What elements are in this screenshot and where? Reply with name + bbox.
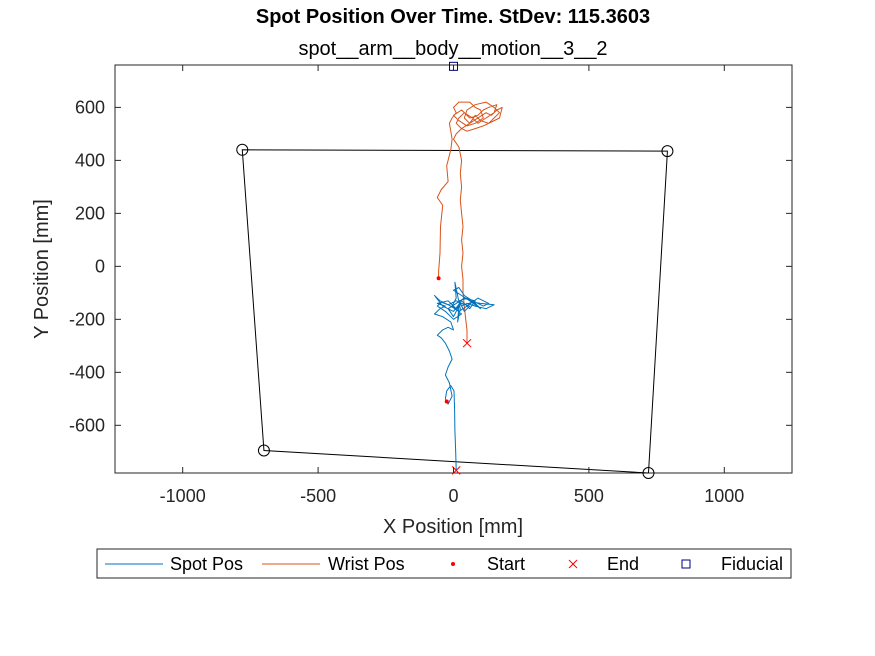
legend-item-start: Start [451,554,525,574]
legend: Spot Pos Wrist Pos Start End Fiducial [96,548,792,579]
plot-content [236,61,674,479]
y-axis-label: Y Position [mm] [31,199,53,339]
legend-item-spot-pos: Spot Pos [105,554,243,574]
x-tick-label: -500 [300,486,336,506]
legend-box [96,548,792,579]
x-axis-label: X Position [mm] [383,516,523,538]
end-marker [462,338,472,348]
chart-subtitle: spot__arm__body__motion__3__2 [298,38,607,60]
y-axis: -600 -400 -200 0 200 400 600 [69,97,792,435]
boundary-corner [257,444,270,457]
start-marker [444,399,449,404]
legend-item-end: End [568,554,639,574]
x-axis: -1000 -500 0 500 1000 [160,65,744,506]
legend-item-fiducial: Fiducial [681,554,783,574]
chart-title: Spot Position Over Time. StDev: 115.3603 [256,6,650,28]
y-tick-label: 200 [75,203,105,223]
x-tick-label: 0 [448,486,458,506]
wrist-pos-line [436,101,503,344]
y-tick-label: -600 [69,415,105,435]
legend-label: Start [487,554,525,574]
boundary-polygon [241,149,668,474]
plot-area [114,64,793,474]
legend-label: Spot Pos [170,554,243,574]
start-marker [436,276,441,281]
boundary-corner [642,467,655,479]
y-tick-label: 0 [95,256,105,276]
y-tick-label: 400 [75,150,105,170]
x-tick-label: 1000 [704,486,744,506]
legend-label: Fiducial [721,554,783,574]
y-tick-label: -400 [69,362,105,382]
spot-pos-line [434,281,495,471]
legend-item-wrist-pos: Wrist Pos [262,554,405,574]
boundary-corner [661,145,674,158]
boundary-corner [236,143,249,156]
x-tick-label: -1000 [160,486,206,506]
y-tick-label: 600 [75,97,105,117]
y-tick-label: -200 [69,309,105,329]
legend-label: Wrist Pos [328,554,405,574]
x-tick-label: 500 [574,486,604,506]
legend-label: End [607,554,639,574]
